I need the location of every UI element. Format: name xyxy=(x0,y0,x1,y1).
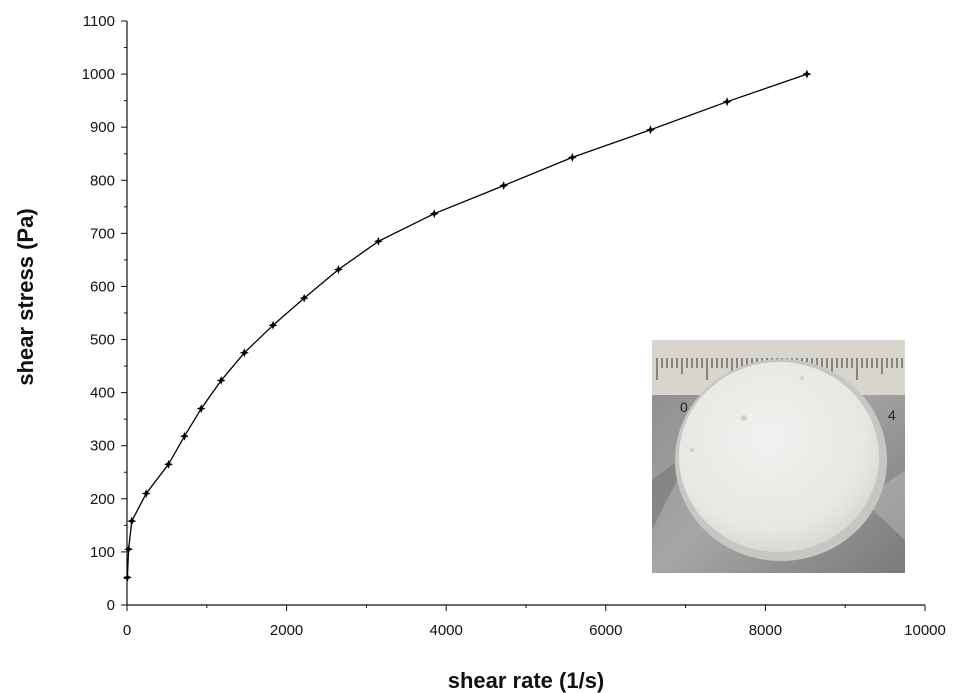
disc-spot xyxy=(741,415,747,421)
y-tick-label: 300 xyxy=(90,438,115,455)
sample-disc-photo: 0 4 xyxy=(652,340,905,573)
disc-spot xyxy=(800,376,804,380)
data-point xyxy=(499,181,509,191)
sample-disc xyxy=(679,362,879,552)
ruler-label-0: 0 xyxy=(680,399,688,415)
y-tick-label: 100 xyxy=(90,544,115,561)
x-tick-label: 2000 xyxy=(270,622,303,639)
y-tick-label: 500 xyxy=(90,332,115,349)
data-point xyxy=(216,375,226,385)
tick-labels: 0 2000 4000 6000 8000 10000010020030040050060… xyxy=(82,13,946,639)
data-point xyxy=(722,97,732,107)
data-point xyxy=(196,404,206,414)
disc-spot xyxy=(690,448,694,452)
y-tick-label: 1100 xyxy=(83,13,115,30)
y-tick-label: 200 xyxy=(90,491,115,508)
x-axis-title: shear rate (1/s) xyxy=(448,668,605,693)
x-tick-label: 10000 xyxy=(904,622,946,639)
data-point xyxy=(646,125,655,135)
y-tick-label: 700 xyxy=(90,225,115,242)
x-tick-label: 4000 xyxy=(430,622,463,639)
data-point xyxy=(268,320,278,330)
y-tick-label: 400 xyxy=(90,385,115,402)
data-point xyxy=(141,489,151,498)
y-tick-label: 800 xyxy=(90,172,115,189)
y-tick-label: 0 xyxy=(107,597,115,614)
data-point xyxy=(567,152,577,162)
data-point xyxy=(802,69,812,79)
data-point xyxy=(127,516,137,526)
x-tick-label: 0 xyxy=(123,622,131,639)
x-tick-label: 6000 xyxy=(589,622,622,639)
metal-reflection xyxy=(862,470,905,540)
y-tick-label: 600 xyxy=(90,278,115,295)
data-point xyxy=(180,431,189,441)
y-axis-title: shear stress (Pa) xyxy=(13,208,38,385)
ticks xyxy=(121,20,926,611)
inset-photo: 0 4 xyxy=(652,340,905,573)
data-point xyxy=(429,209,439,219)
data-point xyxy=(239,348,249,358)
x-tick-label: 8000 xyxy=(749,622,782,639)
data-point xyxy=(122,572,132,582)
ruler-label-4: 4 xyxy=(888,407,896,423)
data-point xyxy=(334,265,343,274)
series xyxy=(122,69,812,582)
data-point xyxy=(373,236,383,246)
y-tick-label: 1000 xyxy=(82,66,115,83)
y-tick-label: 900 xyxy=(90,119,115,136)
data-point xyxy=(124,544,134,554)
data-point xyxy=(299,293,309,303)
data-point xyxy=(164,459,173,469)
